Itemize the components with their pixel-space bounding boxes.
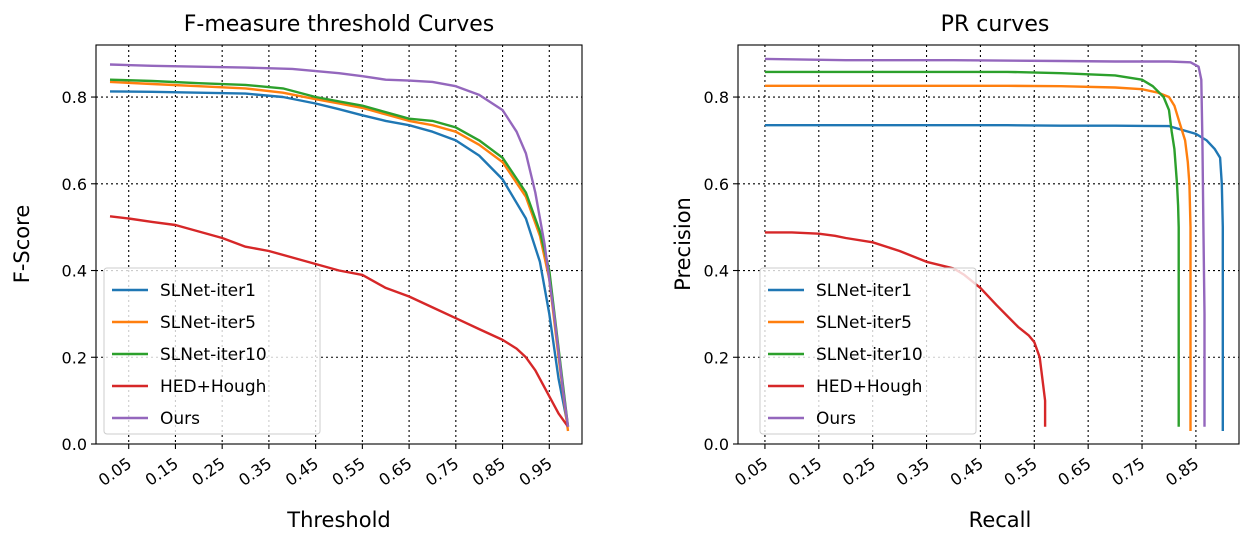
x-tick-label: 0.65	[1054, 454, 1094, 490]
y-tick-label: 0.4	[704, 262, 729, 281]
plot-frame	[95, 44, 583, 445]
legend-label-ours: Ours	[816, 409, 856, 429]
y-tick-label: 0.8	[704, 88, 729, 107]
y-axis-label: F-Score	[10, 205, 34, 283]
x-tick-label: 0.25	[839, 454, 879, 490]
x-tick-label: 0.45	[947, 454, 987, 490]
series-lines	[109, 63, 570, 432]
chart-pr: PR curves 0.00.20.40.60.8 0.05 0.15 0.25 0.…	[671, 12, 1240, 532]
y-tick-label: 0.6	[704, 175, 729, 194]
y-tick-label: 0.2	[62, 348, 87, 367]
y-tick-label: 0.2	[704, 348, 729, 367]
x-tick-label: 0.75	[1108, 454, 1148, 490]
legend-label-slnet-iter5: SLNet-iter5	[160, 313, 256, 333]
series-lines	[764, 57, 1225, 431]
series-line-slnet-iter10	[109, 78, 570, 427]
y-tick-label: 0.6	[62, 175, 87, 194]
y-axis-label: Precision	[671, 197, 695, 291]
x-axis-label: Recall	[969, 508, 1032, 532]
y-tick-label: 0.4	[62, 262, 87, 281]
legend-frame	[759, 267, 977, 435]
x-tick-label: 0.15	[785, 454, 825, 490]
x-tick-label: 0.75	[422, 454, 462, 490]
y-tick-label: 0.0	[704, 435, 729, 454]
legend-label-slnet-iter1: SLNet-iter1	[160, 281, 256, 301]
y-tick-label: 0.0	[62, 435, 87, 454]
plot-frame	[737, 44, 1240, 445]
x-tick-label: 0.95	[516, 454, 556, 490]
legend-label-slnet-iter10: SLNet-iter10	[160, 345, 267, 365]
series-line-slnet-iter1	[109, 90, 570, 427]
grid-lines	[738, 45, 1239, 445]
legend: SLNet-iter1 SLNet-iter5 SLNet-iter10 HED+Ho…	[759, 267, 977, 435]
x-tick-label: 0.05	[95, 454, 135, 490]
series-line-slnet-iter5	[764, 84, 1192, 431]
series-line-ours	[764, 57, 1206, 427]
series-line-ours	[109, 63, 570, 427]
x-ticks: 0.05 0.15 0.25 0.35 0.45 0.55 0.65 0.75 0.85	[731, 444, 1202, 490]
legend-label-hed-hough: HED+Hough	[160, 377, 266, 397]
legend-label-ours: Ours	[160, 409, 200, 429]
x-tick-label: 0.35	[235, 454, 275, 490]
legend-label-slnet-iter5: SLNet-iter5	[816, 313, 912, 333]
series-line-hed-hough	[109, 215, 569, 428]
y-ticks: 0.0 0.2 0.4 0.6 0.8	[704, 88, 738, 454]
x-tick-label: 0.25	[188, 454, 228, 490]
x-tick-label: 0.55	[1001, 454, 1041, 490]
chart-title: F-measure threshold Curves	[184, 12, 495, 37]
x-tick-label: 0.45	[282, 454, 322, 490]
x-tick-label: 0.85	[469, 454, 509, 490]
series-line-slnet-iter1	[764, 123, 1225, 431]
legend: SLNet-iter1 SLNet-iter5 SLNet-iter10 HED+Ho…	[103, 267, 321, 435]
x-tick-label: 0.35	[893, 454, 933, 490]
x-tick-label: 0.05	[731, 454, 771, 490]
legend-frame	[103, 267, 321, 435]
legend-label-hed-hough: HED+Hough	[816, 377, 922, 397]
x-ticks: 0.05 0.15 0.25 0.35 0.45 0.55 0.65 0.75 0.85 0.95	[95, 444, 556, 490]
legend-label-slnet-iter1: SLNet-iter1	[816, 281, 912, 301]
y-tick-label: 0.8	[62, 88, 87, 107]
legend-label-slnet-iter10: SLNet-iter10	[816, 345, 923, 365]
x-tick-label: 0.15	[142, 454, 182, 490]
x-tick-label: 0.55	[329, 454, 369, 490]
series-line-slnet-iter10	[764, 70, 1180, 427]
x-tick-label: 0.85	[1162, 454, 1202, 490]
chart-fmeasure: F-measure threshold Curves 0.00.20.40.60…	[10, 12, 583, 532]
chart-title: PR curves	[941, 12, 1050, 37]
y-ticks: 0.0 0.2 0.4 0.6 0.8	[62, 88, 96, 454]
x-tick-label: 0.65	[375, 454, 415, 490]
x-axis-label: Threshold	[286, 508, 391, 532]
